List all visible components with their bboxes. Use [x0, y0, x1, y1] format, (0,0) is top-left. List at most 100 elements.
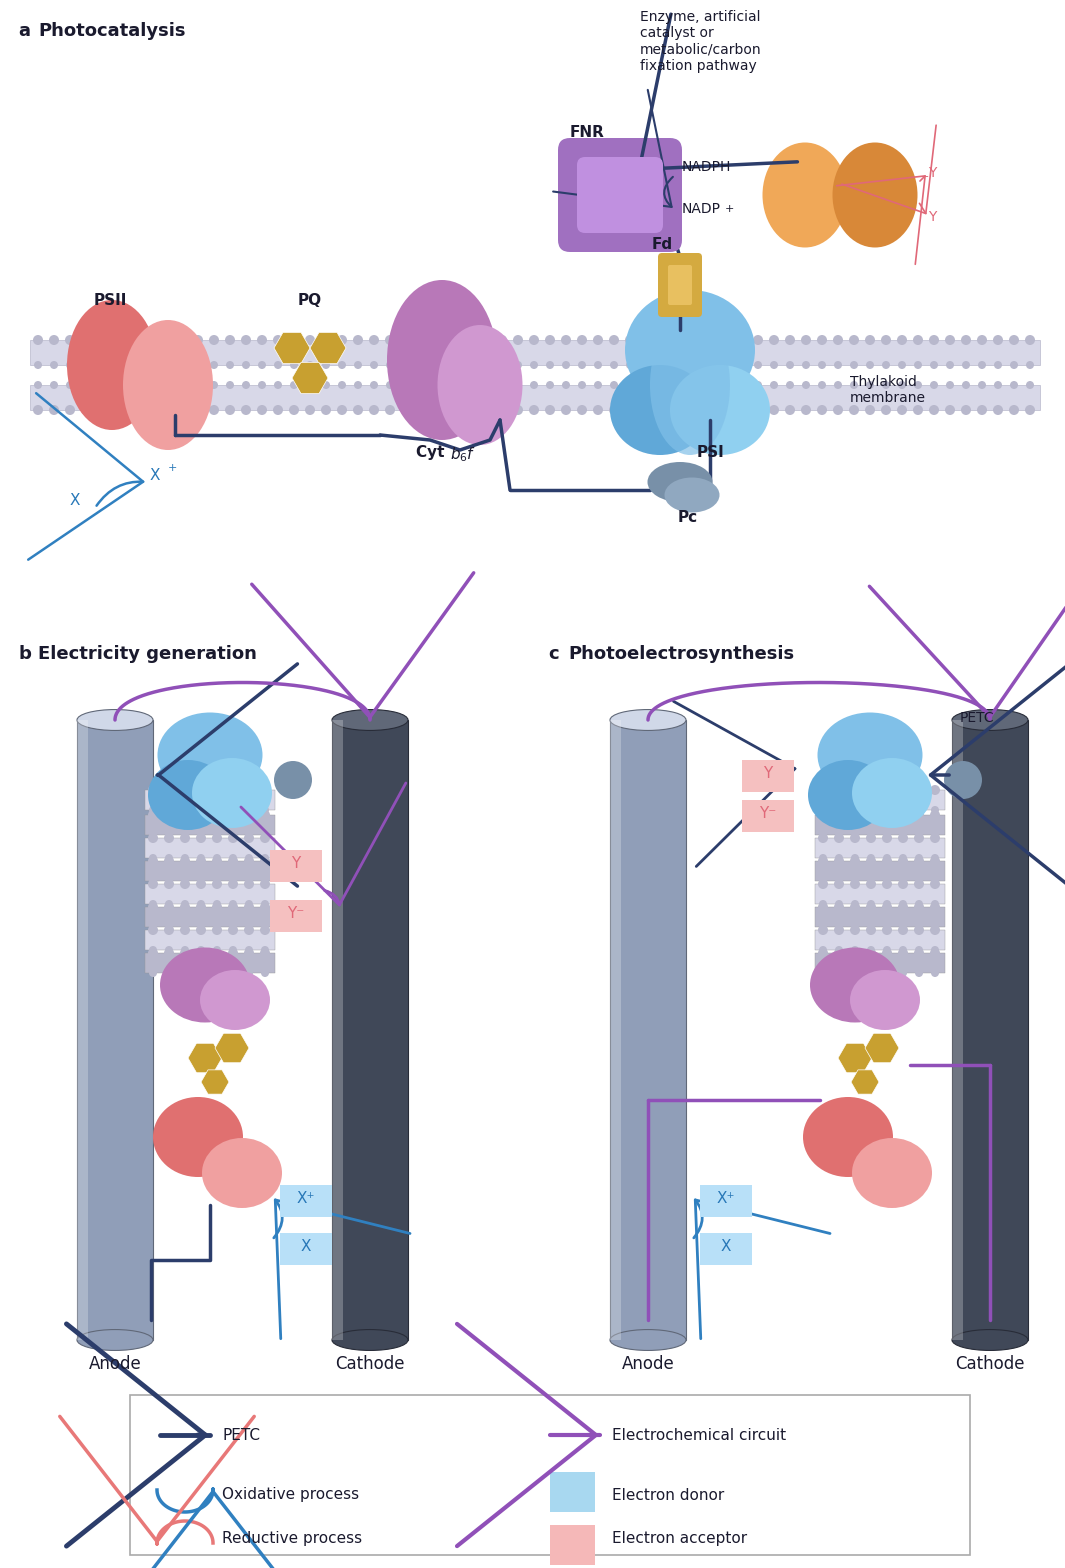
Ellipse shape	[850, 811, 861, 820]
Bar	[30, 340, 1041, 365]
Bar	[145, 861, 275, 881]
Ellipse shape	[930, 811, 940, 820]
Ellipse shape	[241, 405, 251, 416]
Ellipse shape	[322, 361, 330, 368]
Ellipse shape	[577, 336, 587, 345]
Ellipse shape	[898, 856, 908, 866]
Ellipse shape	[665, 478, 720, 513]
Ellipse shape	[578, 361, 586, 368]
Ellipse shape	[433, 405, 443, 416]
Ellipse shape	[897, 405, 907, 416]
Ellipse shape	[819, 877, 828, 884]
Ellipse shape	[819, 900, 828, 908]
Ellipse shape	[305, 405, 315, 416]
Ellipse shape	[193, 405, 203, 416]
Ellipse shape	[148, 760, 228, 829]
Ellipse shape	[181, 831, 189, 839]
Ellipse shape	[354, 361, 362, 368]
Bar	[30, 386, 1041, 409]
Ellipse shape	[228, 833, 237, 844]
Ellipse shape	[81, 405, 91, 416]
Bar	[952, 720, 964, 1341]
Ellipse shape	[610, 361, 618, 368]
Ellipse shape	[866, 949, 876, 958]
Bar	[815, 930, 945, 950]
Ellipse shape	[178, 361, 186, 368]
Ellipse shape	[786, 361, 794, 368]
FancyBboxPatch shape	[558, 138, 682, 252]
Ellipse shape	[482, 381, 490, 389]
Text: Y: Y	[928, 166, 936, 180]
Bar	[815, 790, 945, 811]
Text: Pc: Pc	[678, 510, 698, 525]
Ellipse shape	[164, 880, 174, 889]
Ellipse shape	[196, 925, 206, 935]
Ellipse shape	[153, 1098, 243, 1178]
Text: Cathode: Cathode	[955, 1355, 1025, 1374]
Ellipse shape	[245, 969, 253, 977]
Ellipse shape	[353, 405, 363, 416]
Text: Photoelectrosynthesis: Photoelectrosynthesis	[568, 644, 794, 663]
Ellipse shape	[561, 405, 571, 416]
Ellipse shape	[261, 877, 269, 884]
Bar	[742, 760, 794, 792]
Ellipse shape	[610, 1330, 686, 1350]
Ellipse shape	[883, 969, 891, 977]
Ellipse shape	[867, 806, 875, 814]
Ellipse shape	[417, 405, 427, 416]
Ellipse shape	[898, 902, 908, 913]
Ellipse shape	[225, 405, 235, 416]
Ellipse shape	[197, 806, 204, 814]
Ellipse shape	[930, 786, 940, 795]
Ellipse shape	[197, 924, 204, 931]
Ellipse shape	[180, 833, 190, 844]
Ellipse shape	[931, 855, 939, 862]
Ellipse shape	[866, 811, 876, 820]
Ellipse shape	[753, 405, 763, 416]
Ellipse shape	[149, 946, 157, 953]
Ellipse shape	[962, 381, 970, 389]
Ellipse shape	[50, 361, 58, 368]
Ellipse shape	[129, 336, 140, 345]
Ellipse shape	[77, 710, 153, 731]
Ellipse shape	[785, 405, 794, 416]
Ellipse shape	[801, 405, 812, 416]
Ellipse shape	[642, 381, 650, 389]
Ellipse shape	[931, 946, 939, 953]
Ellipse shape	[946, 381, 954, 389]
Bar	[332, 720, 408, 1341]
Ellipse shape	[226, 361, 234, 368]
Ellipse shape	[835, 806, 843, 814]
Ellipse shape	[786, 381, 794, 389]
Ellipse shape	[819, 969, 828, 977]
Ellipse shape	[180, 949, 190, 958]
Ellipse shape	[818, 880, 828, 889]
Ellipse shape	[180, 925, 190, 935]
Ellipse shape	[899, 831, 907, 839]
Ellipse shape	[245, 806, 253, 814]
Ellipse shape	[657, 336, 667, 345]
Ellipse shape	[706, 381, 714, 389]
Text: Y: Y	[764, 767, 772, 781]
Ellipse shape	[1025, 405, 1035, 416]
Ellipse shape	[819, 946, 828, 953]
Ellipse shape	[721, 405, 731, 416]
Ellipse shape	[177, 405, 187, 416]
Ellipse shape	[164, 949, 174, 958]
Ellipse shape	[180, 786, 190, 795]
Bar	[280, 1185, 332, 1217]
Ellipse shape	[610, 365, 710, 455]
Ellipse shape	[785, 336, 794, 345]
Ellipse shape	[165, 855, 173, 862]
Ellipse shape	[260, 949, 271, 958]
Ellipse shape	[914, 381, 922, 389]
Ellipse shape	[338, 381, 346, 389]
Ellipse shape	[913, 405, 923, 416]
Ellipse shape	[914, 786, 924, 795]
Ellipse shape	[114, 361, 122, 368]
Ellipse shape	[851, 924, 859, 931]
Ellipse shape	[50, 381, 58, 389]
Ellipse shape	[197, 969, 204, 977]
Ellipse shape	[834, 925, 843, 935]
Ellipse shape	[835, 831, 843, 839]
